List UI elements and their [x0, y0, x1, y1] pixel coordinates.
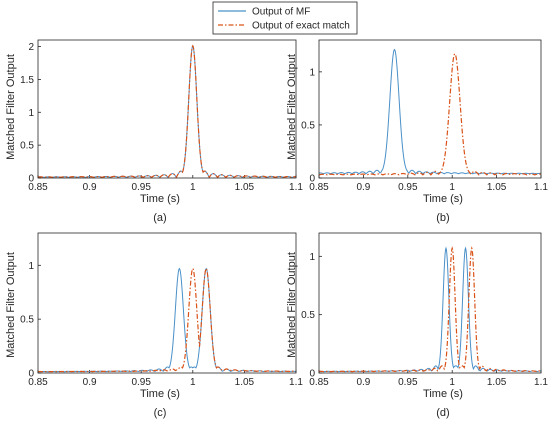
ytick-label-a-1: 0.5 [20, 141, 34, 152]
xtick-label-b-1: 0.9 [356, 182, 370, 193]
legend: Output of MF Output of exact match [212, 1, 358, 35]
xtick-label-c-5: 1.1 [289, 377, 303, 388]
ytick-label-b-0: 0 [309, 174, 315, 185]
xlabel-c: Time (s) [140, 388, 180, 400]
xtick-label-c-2: 0.95 [131, 377, 151, 388]
series-mf-d [318, 246, 542, 373]
xtick-label-a-1: 0.9 [83, 182, 97, 193]
ylabel-d: Matched Filter Output [286, 252, 298, 358]
xtick-label-d-4: 1.05 [487, 377, 507, 388]
ytick-label-a-3: 1.5 [20, 75, 34, 86]
ytick-label-d-0: 0 [309, 369, 315, 380]
xtick-label-c-0: 0.85 [28, 377, 48, 388]
series-mf-b [318, 48, 542, 175]
xtick-label-d-5: 1.1 [534, 377, 548, 388]
plot-area-b [318, 48, 542, 176]
series-exact-a [37, 44, 297, 179]
axes-frame-d [318, 232, 542, 374]
xtick-label-d-3: 1 [449, 377, 455, 388]
xtick-label-b-2: 0.95 [398, 182, 418, 193]
ytick-label-b-1: 0.5 [301, 120, 315, 131]
xtick-label-b-0: 0.85 [309, 182, 329, 193]
legend-label-mf: Output of MF [252, 7, 310, 18]
panel-a: Matched Filter Output 0 0.5 1 1.5 2 0.85 0.9 0… [5, 39, 303, 224]
xtick-label-a-4: 1.05 [235, 182, 255, 193]
series-exact-b [318, 52, 542, 176]
xtick-label-a-3: 1 [190, 182, 196, 193]
ytick-label-d-2: 1 [309, 252, 315, 263]
legend-box [212, 1, 358, 35]
plot-area-c [37, 267, 297, 373]
xtick-label-b-4: 1.05 [487, 182, 507, 193]
ytick-label-c-1: 0.5 [20, 315, 34, 326]
xlabel-b: Time (s) [423, 193, 463, 205]
xtick-label-d-1: 0.9 [356, 377, 370, 388]
xtick-label-c-1: 0.9 [83, 377, 97, 388]
legend-label-exact: Output of exact match [252, 21, 350, 32]
plot-area-d [318, 246, 542, 373]
ylabel-c: Matched Filter Output [5, 252, 17, 358]
ytick-label-a-2: 1 [28, 108, 34, 119]
series-mf-c [37, 267, 297, 373]
ytick-label-c-2: 1 [28, 261, 34, 272]
xtick-label-d-2: 0.95 [398, 377, 418, 388]
xtick-label-c-3: 1 [190, 377, 196, 388]
panel-label-d: (d) [436, 407, 449, 419]
xtick-label-a-2: 0.95 [131, 182, 151, 193]
series-exact-c [37, 267, 297, 373]
series-mf-a [37, 44, 297, 179]
ytick-label-c-0: 0 [28, 369, 34, 380]
series-exact-d [318, 246, 542, 373]
yticks-a: 0 0.5 1 1.5 2 [20, 42, 41, 185]
axes-frame-c [37, 232, 297, 374]
ytick-label-a-4: 2 [28, 42, 34, 53]
xtick-label-b-3: 1 [449, 182, 455, 193]
xtick-label-c-4: 1.05 [235, 377, 255, 388]
xtick-label-a-0: 0.85 [28, 182, 48, 193]
axes-frame-a [37, 39, 297, 179]
ytick-label-b-2: 1 [309, 67, 315, 78]
ylabel-a: Matched Filter Output [5, 54, 17, 160]
ytick-label-a-0: 0 [28, 174, 34, 185]
panel-label-b: (b) [436, 212, 449, 224]
panel-label-a: (a) [153, 212, 166, 224]
ytick-label-d-1: 0.5 [301, 310, 315, 321]
panel-d: Matched Filter Output 0 0.5 1 0.85 0.9 0.95 1… [286, 232, 548, 419]
xtick-label-b-5: 1.1 [534, 182, 548, 193]
plot-area-a [37, 44, 297, 179]
ylabel-b: Matched Filter Output [286, 54, 298, 160]
axes-frame-b [318, 39, 542, 179]
panel-b: Matched Filter Output 0 0.5 1 0.85 0.9 0.95 1… [286, 39, 548, 224]
xlabel-d: Time (s) [423, 388, 463, 400]
panel-c: Matched Filter Output 0 0.5 1 0.85 0.9 0.95 1… [5, 232, 303, 419]
xtick-label-a-5: 1.1 [289, 182, 303, 193]
xtick-label-d-0: 0.85 [309, 377, 329, 388]
panel-label-c: (c) [154, 407, 167, 419]
xlabel-a: Time (s) [140, 193, 180, 205]
